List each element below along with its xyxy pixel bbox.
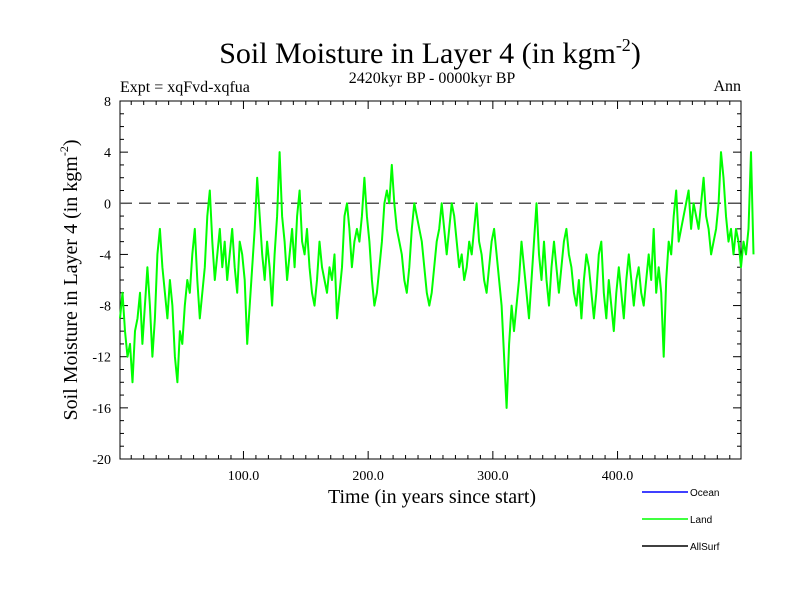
y-axis-label-close: )	[60, 139, 82, 146]
plot-frame	[119, 100, 742, 460]
chart-title: Soil Moisture in Layer 4 (in kgm-2)	[219, 35, 641, 70]
x-tick-label: 200.0	[352, 469, 384, 484]
y-tick-label: -12	[92, 351, 111, 366]
y-tick-label: 4	[104, 146, 111, 161]
y-tick-label: -8	[99, 300, 111, 315]
legend-label-allsurf: AllSurf	[690, 542, 720, 553]
y-axis-label-main: Soil Moisture in Layer 4 (in kgm	[60, 156, 82, 421]
y-tick-label: -4	[99, 248, 111, 263]
legend: Ocean Land AllSurf	[642, 488, 720, 553]
x-axis-label: Time (in years since start)	[328, 486, 536, 508]
expt-label: Expt = xqFvd-xqfua	[120, 79, 250, 96]
legend-label-land: Land	[690, 515, 712, 526]
x-tick-label: 100.0	[228, 469, 260, 484]
x-tick-label: 400.0	[602, 469, 634, 484]
chart-title-close: )	[631, 37, 641, 70]
series-land-line	[119, 151, 755, 409]
y-axis-label: Soil Moisture in Layer 4 (in kgm-2)	[57, 139, 82, 420]
legend-label-ocean: Ocean	[690, 488, 719, 499]
y-axis-label-superscript: -2	[57, 146, 71, 156]
y-tick-label: 8	[104, 95, 111, 110]
chart-title-main: Soil Moisture in Layer 4 (in kgm	[219, 37, 616, 70]
season-label: Ann	[713, 78, 741, 95]
chart-subtitle: 2420kyr BP - 0000kyr BP	[349, 70, 516, 87]
x-axis-ticks: 100.0 200.0 300.0 400.0	[130, 101, 731, 484]
chart-title-superscript: -2	[616, 35, 631, 55]
y-tick-label: -20	[92, 453, 111, 468]
y-tick-label: 0	[104, 197, 111, 212]
x-tick-label: 300.0	[477, 469, 509, 484]
y-tick-label: -16	[92, 402, 111, 417]
